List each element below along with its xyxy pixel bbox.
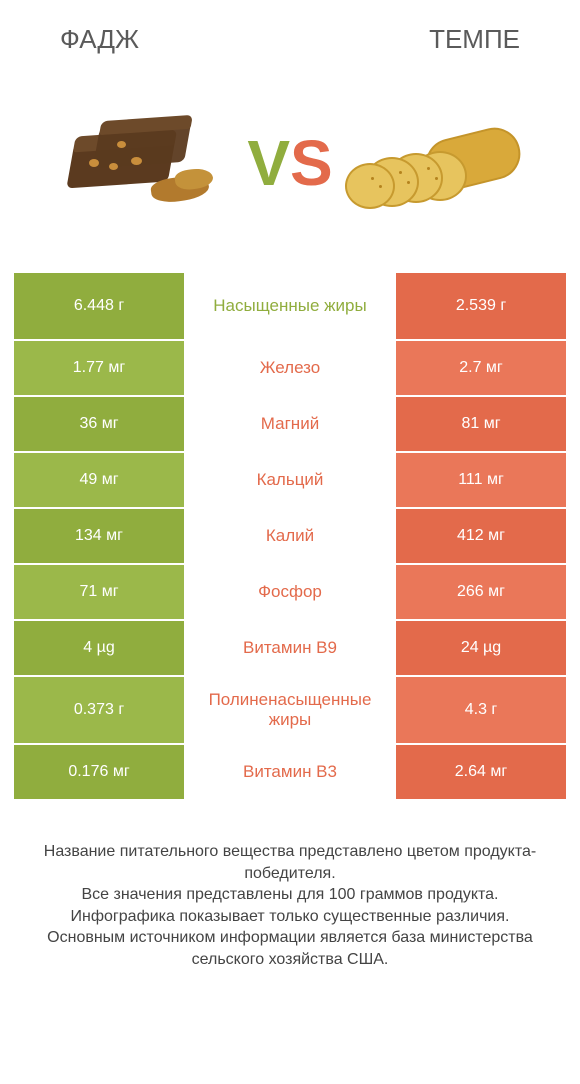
value-right: 266 мг	[396, 565, 566, 619]
nutrient-label: Фосфор	[184, 565, 396, 619]
nutrient-label: Калий	[184, 509, 396, 563]
vs-label: VS	[247, 131, 332, 195]
nutrient-label: Насыщенные жиры	[184, 273, 396, 339]
footer-notes: Название питательного вещества представл…	[0, 801, 580, 971]
nutrient-label: Полиненасыщенные жиры	[184, 677, 396, 743]
value-right: 111 мг	[396, 453, 566, 507]
table-row: 1.77 мгЖелезо2.7 мг	[14, 341, 566, 395]
vs-v: V	[247, 131, 290, 195]
fudge-illustration	[59, 103, 229, 223]
nutrient-label: Витамин B9	[184, 621, 396, 675]
value-right: 24 µg	[396, 621, 566, 675]
table-row: 36 мгМагний81 мг	[14, 397, 566, 451]
nutrient-label: Магний	[184, 397, 396, 451]
footer-line: Название питательного вещества представл…	[24, 841, 556, 884]
table-row: 71 мгФосфор266 мг	[14, 565, 566, 619]
value-right: 2.539 г	[396, 273, 566, 339]
value-left: 134 мг	[14, 509, 184, 563]
nutrient-label: Железо	[184, 341, 396, 395]
value-right: 81 мг	[396, 397, 566, 451]
value-left: 4 µg	[14, 621, 184, 675]
comparison-table: 6.448 гНасыщенные жиры2.539 г1.77 мгЖеле…	[0, 273, 580, 799]
table-row: 6.448 гНасыщенные жиры2.539 г	[14, 273, 566, 339]
nutrient-label: Витамин B3	[184, 745, 396, 799]
nutrient-label: Кальций	[184, 453, 396, 507]
value-left: 71 мг	[14, 565, 184, 619]
value-right: 4.3 г	[396, 677, 566, 743]
value-left: 1.77 мг	[14, 341, 184, 395]
table-row: 0.373 гПолиненасыщенные жиры4.3 г	[14, 677, 566, 743]
table-row: 49 мгКальций111 мг	[14, 453, 566, 507]
header: ФАДЖ ТЕМПЕ	[0, 0, 580, 67]
table-row: 4 µgВитамин B924 µg	[14, 621, 566, 675]
vs-s: S	[290, 131, 333, 195]
table-row: 0.176 мгВитамин B32.64 мг	[14, 745, 566, 799]
title-left: ФАДЖ	[60, 24, 139, 55]
value-right: 412 мг	[396, 509, 566, 563]
value-left: 6.448 г	[14, 273, 184, 339]
value-left: 0.176 мг	[14, 745, 184, 799]
value-left: 36 мг	[14, 397, 184, 451]
value-right: 2.64 мг	[396, 745, 566, 799]
table-row: 134 мгКалий412 мг	[14, 509, 566, 563]
value-left: 49 мг	[14, 453, 184, 507]
footer-line: Основным источником информации является …	[24, 927, 556, 970]
value-left: 0.373 г	[14, 677, 184, 743]
footer-line: Все значения представлены для 100 граммо…	[24, 884, 556, 906]
vs-row: VS	[0, 67, 580, 273]
value-right: 2.7 мг	[396, 341, 566, 395]
title-right: ТЕМПЕ	[429, 24, 520, 55]
tempeh-illustration	[351, 103, 521, 223]
footer-line: Инфографика показывает только существенн…	[24, 906, 556, 928]
